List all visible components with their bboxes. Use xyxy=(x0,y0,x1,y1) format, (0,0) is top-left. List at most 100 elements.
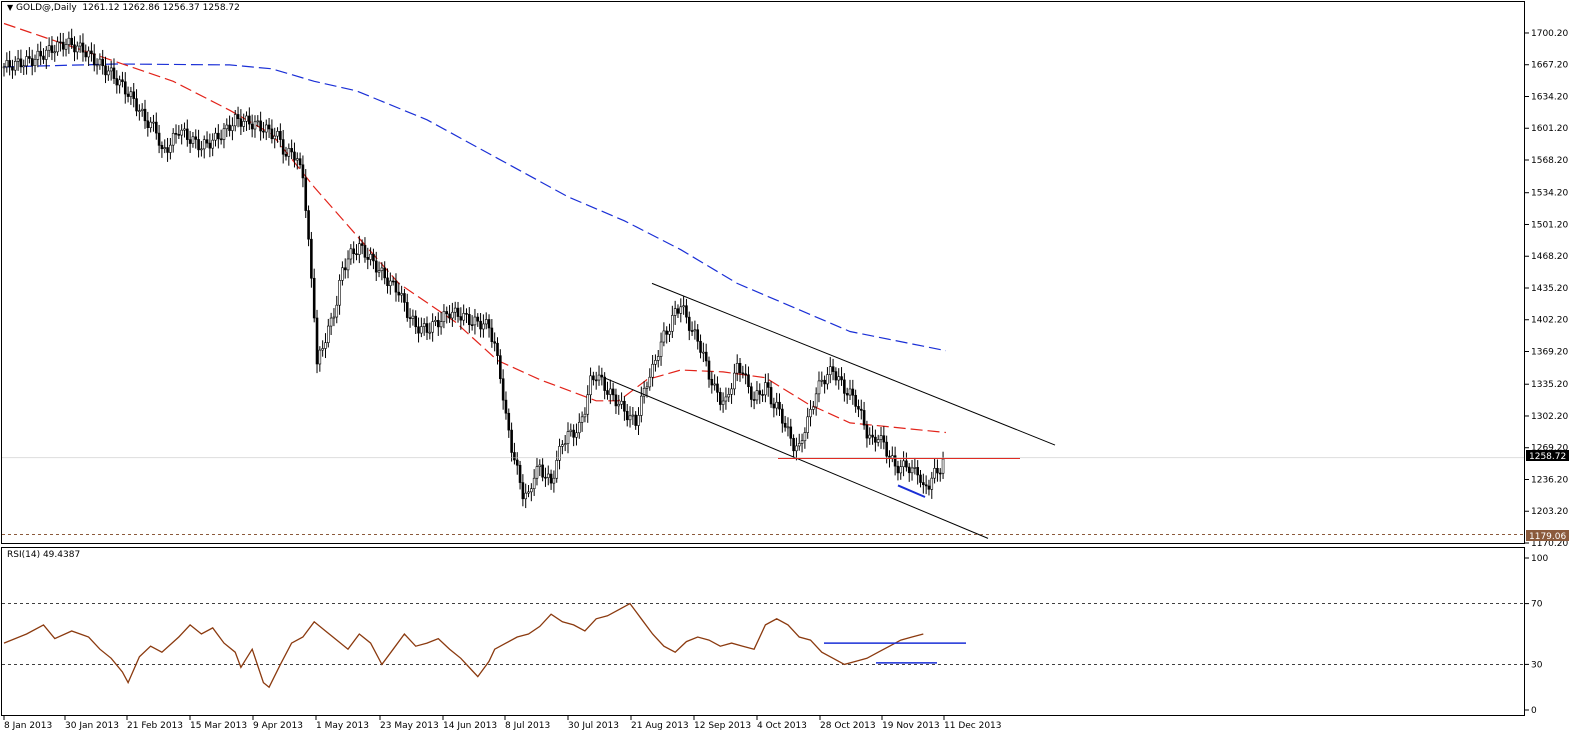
candle-body xyxy=(335,304,339,318)
candle-body xyxy=(369,253,372,260)
candle-body xyxy=(899,466,903,474)
candle-body xyxy=(107,70,110,76)
candle-body xyxy=(307,210,310,240)
candle-body xyxy=(851,388,855,396)
candle-body xyxy=(253,121,257,130)
candle-body xyxy=(112,67,116,79)
candle-body xyxy=(470,324,474,326)
candle-body xyxy=(19,58,23,68)
candle-body xyxy=(549,473,553,484)
candle-body xyxy=(764,382,767,396)
rsi-tick-label: 0 xyxy=(1531,706,1537,716)
candle-body xyxy=(936,467,939,474)
candle-body xyxy=(84,51,88,58)
candle-body xyxy=(789,426,793,439)
candle-body xyxy=(383,267,387,279)
date-tick-label: 23 May 2013 xyxy=(380,721,439,731)
candle-body xyxy=(239,118,243,127)
candle-body xyxy=(845,393,849,396)
candle-body xyxy=(338,280,341,306)
candle-body xyxy=(202,139,206,150)
candle-body xyxy=(355,253,358,256)
ohlc-label: 1261.12 1262.86 1256.37 1258.72 xyxy=(82,3,240,13)
candle-body xyxy=(160,145,164,150)
candle-body xyxy=(329,317,333,327)
date-tick-label: 21 Aug 2013 xyxy=(631,721,689,731)
candle-body xyxy=(617,403,621,407)
candle-body xyxy=(566,431,570,444)
candle-body xyxy=(625,410,629,421)
candle-body xyxy=(521,482,525,500)
candle-body xyxy=(287,148,291,157)
candle-body xyxy=(171,132,175,146)
candle-body xyxy=(389,280,392,286)
candle-body xyxy=(310,238,313,279)
candle-body xyxy=(693,329,697,332)
candle-body xyxy=(659,341,663,357)
candle-body xyxy=(487,319,491,329)
candle-body xyxy=(414,315,418,328)
date-tick-label: 19 Nov 2013 xyxy=(882,721,940,731)
candle-body xyxy=(871,434,874,438)
candle-body xyxy=(583,413,587,418)
candle-body xyxy=(279,131,282,140)
candle-body xyxy=(138,110,141,112)
price-tick-label: 1236.20 xyxy=(1531,475,1568,485)
price-tick-label: 1203.20 xyxy=(1531,507,1568,517)
candle-body xyxy=(11,66,14,71)
candle-body xyxy=(772,403,776,409)
candle-body xyxy=(710,378,714,386)
candle-body xyxy=(44,49,48,60)
candle-body xyxy=(431,321,434,333)
candle-body xyxy=(123,81,127,95)
candle-body xyxy=(614,394,618,407)
candle-body xyxy=(781,408,784,424)
candle-body xyxy=(665,330,669,335)
candle-body xyxy=(135,98,138,112)
candle-body xyxy=(318,349,322,365)
candle-body xyxy=(242,120,245,127)
candle-body xyxy=(721,400,725,405)
candle-body xyxy=(569,429,573,432)
date-axis: 8 Jan 2013 30 Jan 2013 21 Feb 2013 15 Mar 2… xyxy=(3,716,1002,731)
candle-body xyxy=(380,267,384,271)
candle-body xyxy=(8,60,11,68)
price-tick-label: 1501.20 xyxy=(1531,220,1568,230)
support-price-label: 1179.06 xyxy=(1529,532,1566,542)
triangle-down-icon[interactable]: ▼ xyxy=(7,3,14,12)
candle-body xyxy=(442,311,446,322)
candle-body xyxy=(634,414,637,426)
candle-body xyxy=(575,432,578,438)
candle-body xyxy=(682,305,685,308)
candle-body xyxy=(507,412,511,431)
candle-body xyxy=(865,424,869,439)
candle-body xyxy=(436,319,440,328)
candle-body xyxy=(61,41,65,50)
candle-body xyxy=(902,460,905,468)
candle-body xyxy=(778,401,781,410)
candle-body xyxy=(349,248,353,260)
candle-body xyxy=(360,243,364,246)
candle-body xyxy=(222,128,226,140)
candle-body xyxy=(377,270,381,273)
candle-body xyxy=(876,439,880,443)
candle-body xyxy=(225,124,229,130)
candle-body xyxy=(259,120,262,132)
candle-body xyxy=(434,319,437,322)
candle-body xyxy=(417,326,420,334)
candle-body xyxy=(76,45,79,53)
candle-body xyxy=(600,374,604,378)
rsi-level-lines xyxy=(2,603,1524,665)
candle-body xyxy=(518,464,522,483)
candle-body xyxy=(733,372,736,390)
candle-body xyxy=(538,464,542,467)
candle-body xyxy=(366,257,370,260)
candle-body xyxy=(673,308,677,316)
candle-body xyxy=(47,45,51,51)
candle-body xyxy=(276,131,279,137)
candle-body xyxy=(859,408,863,411)
candle-body xyxy=(744,373,747,376)
candle-body xyxy=(405,302,409,318)
candle-body xyxy=(146,120,150,128)
candle-body xyxy=(400,293,403,296)
